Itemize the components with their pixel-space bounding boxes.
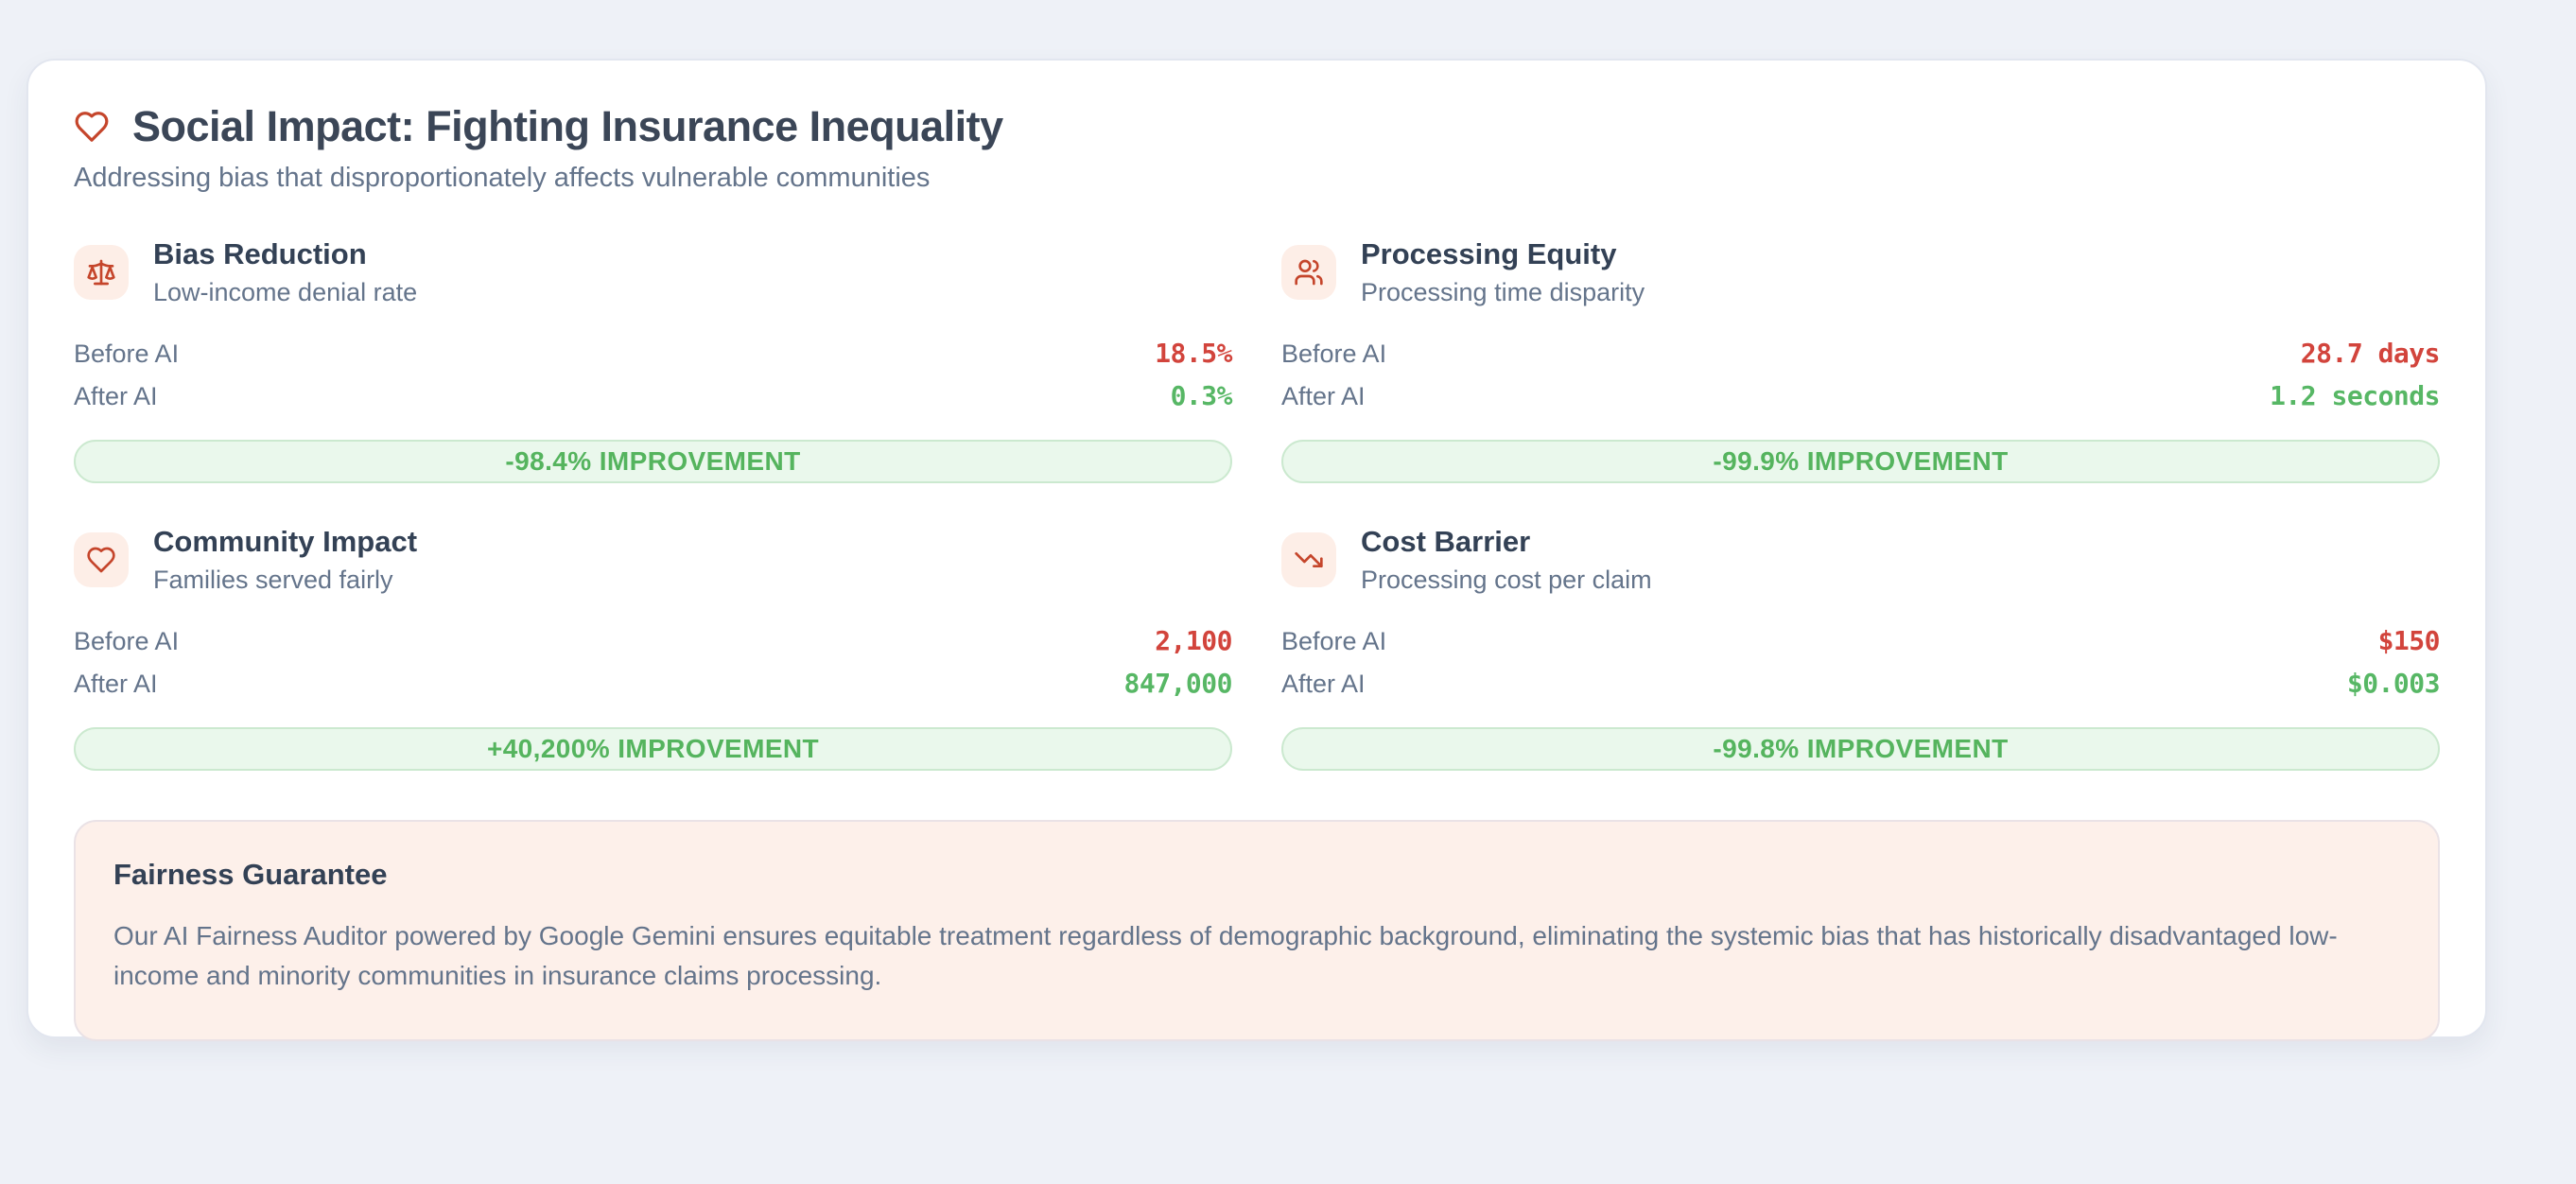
before-ai-row: Before AI 2,100	[74, 619, 1232, 662]
after-ai-value: 0.3%	[1170, 380, 1233, 411]
after-ai-value: 847,000	[1123, 668, 1232, 699]
metric-title: Cost Barrier	[1361, 525, 1531, 558]
before-ai-row: Before AI 18.5%	[74, 332, 1232, 374]
heart-icon	[74, 109, 110, 145]
users-icon	[1281, 245, 1336, 300]
after-ai-label: After AI	[1281, 382, 1366, 410]
before-ai-label: Before AI	[1281, 627, 1387, 655]
metric-subtitle: Low-income denial rate	[153, 278, 418, 306]
fairness-title: Fairness Guarantee	[113, 858, 388, 891]
before-ai-value: $150	[2377, 625, 2441, 656]
social-impact-panel: Social Impact: Fighting Insurance Inequa…	[26, 59, 2487, 1041]
after-ai-value: 1.2 seconds	[2270, 380, 2440, 411]
page-subtitle: Addressing bias that disproportionately …	[74, 163, 931, 193]
metric-title: Bias Reduction	[153, 237, 367, 270]
metric-card-cost-barrier: Cost Barrier Processing cost per claim B…	[1281, 525, 2441, 771]
metric-subtitle: Processing time disparity	[1361, 278, 1645, 306]
after-ai-row: After AI 0.3%	[74, 374, 1233, 417]
metric-card-bias-reduction: Bias Reduction Low-income denial rate Be…	[74, 237, 1233, 483]
heart-icon	[74, 532, 129, 587]
after-ai-label: After AI	[1281, 670, 1366, 698]
fairness-guarantee-callout: Fairness Guarantee Our AI Fairness Audit…	[74, 820, 2440, 1041]
before-ai-row: Before AI 28.7 days	[1281, 332, 2441, 374]
before-ai-label: Before AI	[74, 627, 180, 655]
metric-subtitle: Processing cost per claim	[1361, 566, 1652, 594]
before-ai-value: 18.5%	[1155, 338, 1232, 369]
fairness-body: Our AI Fairness Auditor powered by Googl…	[113, 921, 2338, 990]
before-ai-value: 28.7 days	[2300, 338, 2441, 369]
metrics-grid: Bias Reduction Low-income denial rate Be…	[74, 237, 2441, 771]
after-ai-label: After AI	[74, 382, 158, 410]
after-ai-row: After AI 847,000	[74, 662, 1232, 705]
before-ai-value: 2,100	[1155, 625, 1232, 656]
after-ai-value: $0.003	[2346, 668, 2441, 699]
metric-title: Community Impact	[153, 525, 418, 558]
improvement-badge: -98.4% IMPROVEMENT	[74, 440, 1232, 483]
metric-subtitle: Families served fairly	[153, 566, 393, 594]
before-ai-label: Before AI	[1281, 340, 1387, 368]
scale-icon	[74, 245, 129, 300]
before-ai-label: Before AI	[74, 340, 180, 368]
trending-down-icon	[1281, 532, 1336, 587]
page-title: Social Impact: Fighting Insurance Inequa…	[132, 102, 1003, 150]
metric-title: Processing Equity	[1361, 237, 1617, 270]
improvement-badge: -99.9% IMPROVEMENT	[1281, 440, 2440, 483]
after-ai-label: After AI	[74, 670, 158, 698]
after-ai-row: After AI $0.003	[1281, 662, 2441, 705]
after-ai-row: After AI 1.2 seconds	[1281, 374, 2440, 417]
before-ai-row: Before AI $150	[1281, 619, 2441, 662]
improvement-badge: +40,200% IMPROVEMENT	[74, 727, 1232, 771]
metric-card-community-impact: Community Impact Families served fairly …	[74, 525, 1232, 771]
page-header: Social Impact: Fighting Insurance Inequa…	[74, 102, 2440, 151]
improvement-badge: -99.8% IMPROVEMENT	[1281, 727, 2440, 771]
metric-card-processing-equity: Processing Equity Processing time dispar…	[1281, 237, 2441, 483]
